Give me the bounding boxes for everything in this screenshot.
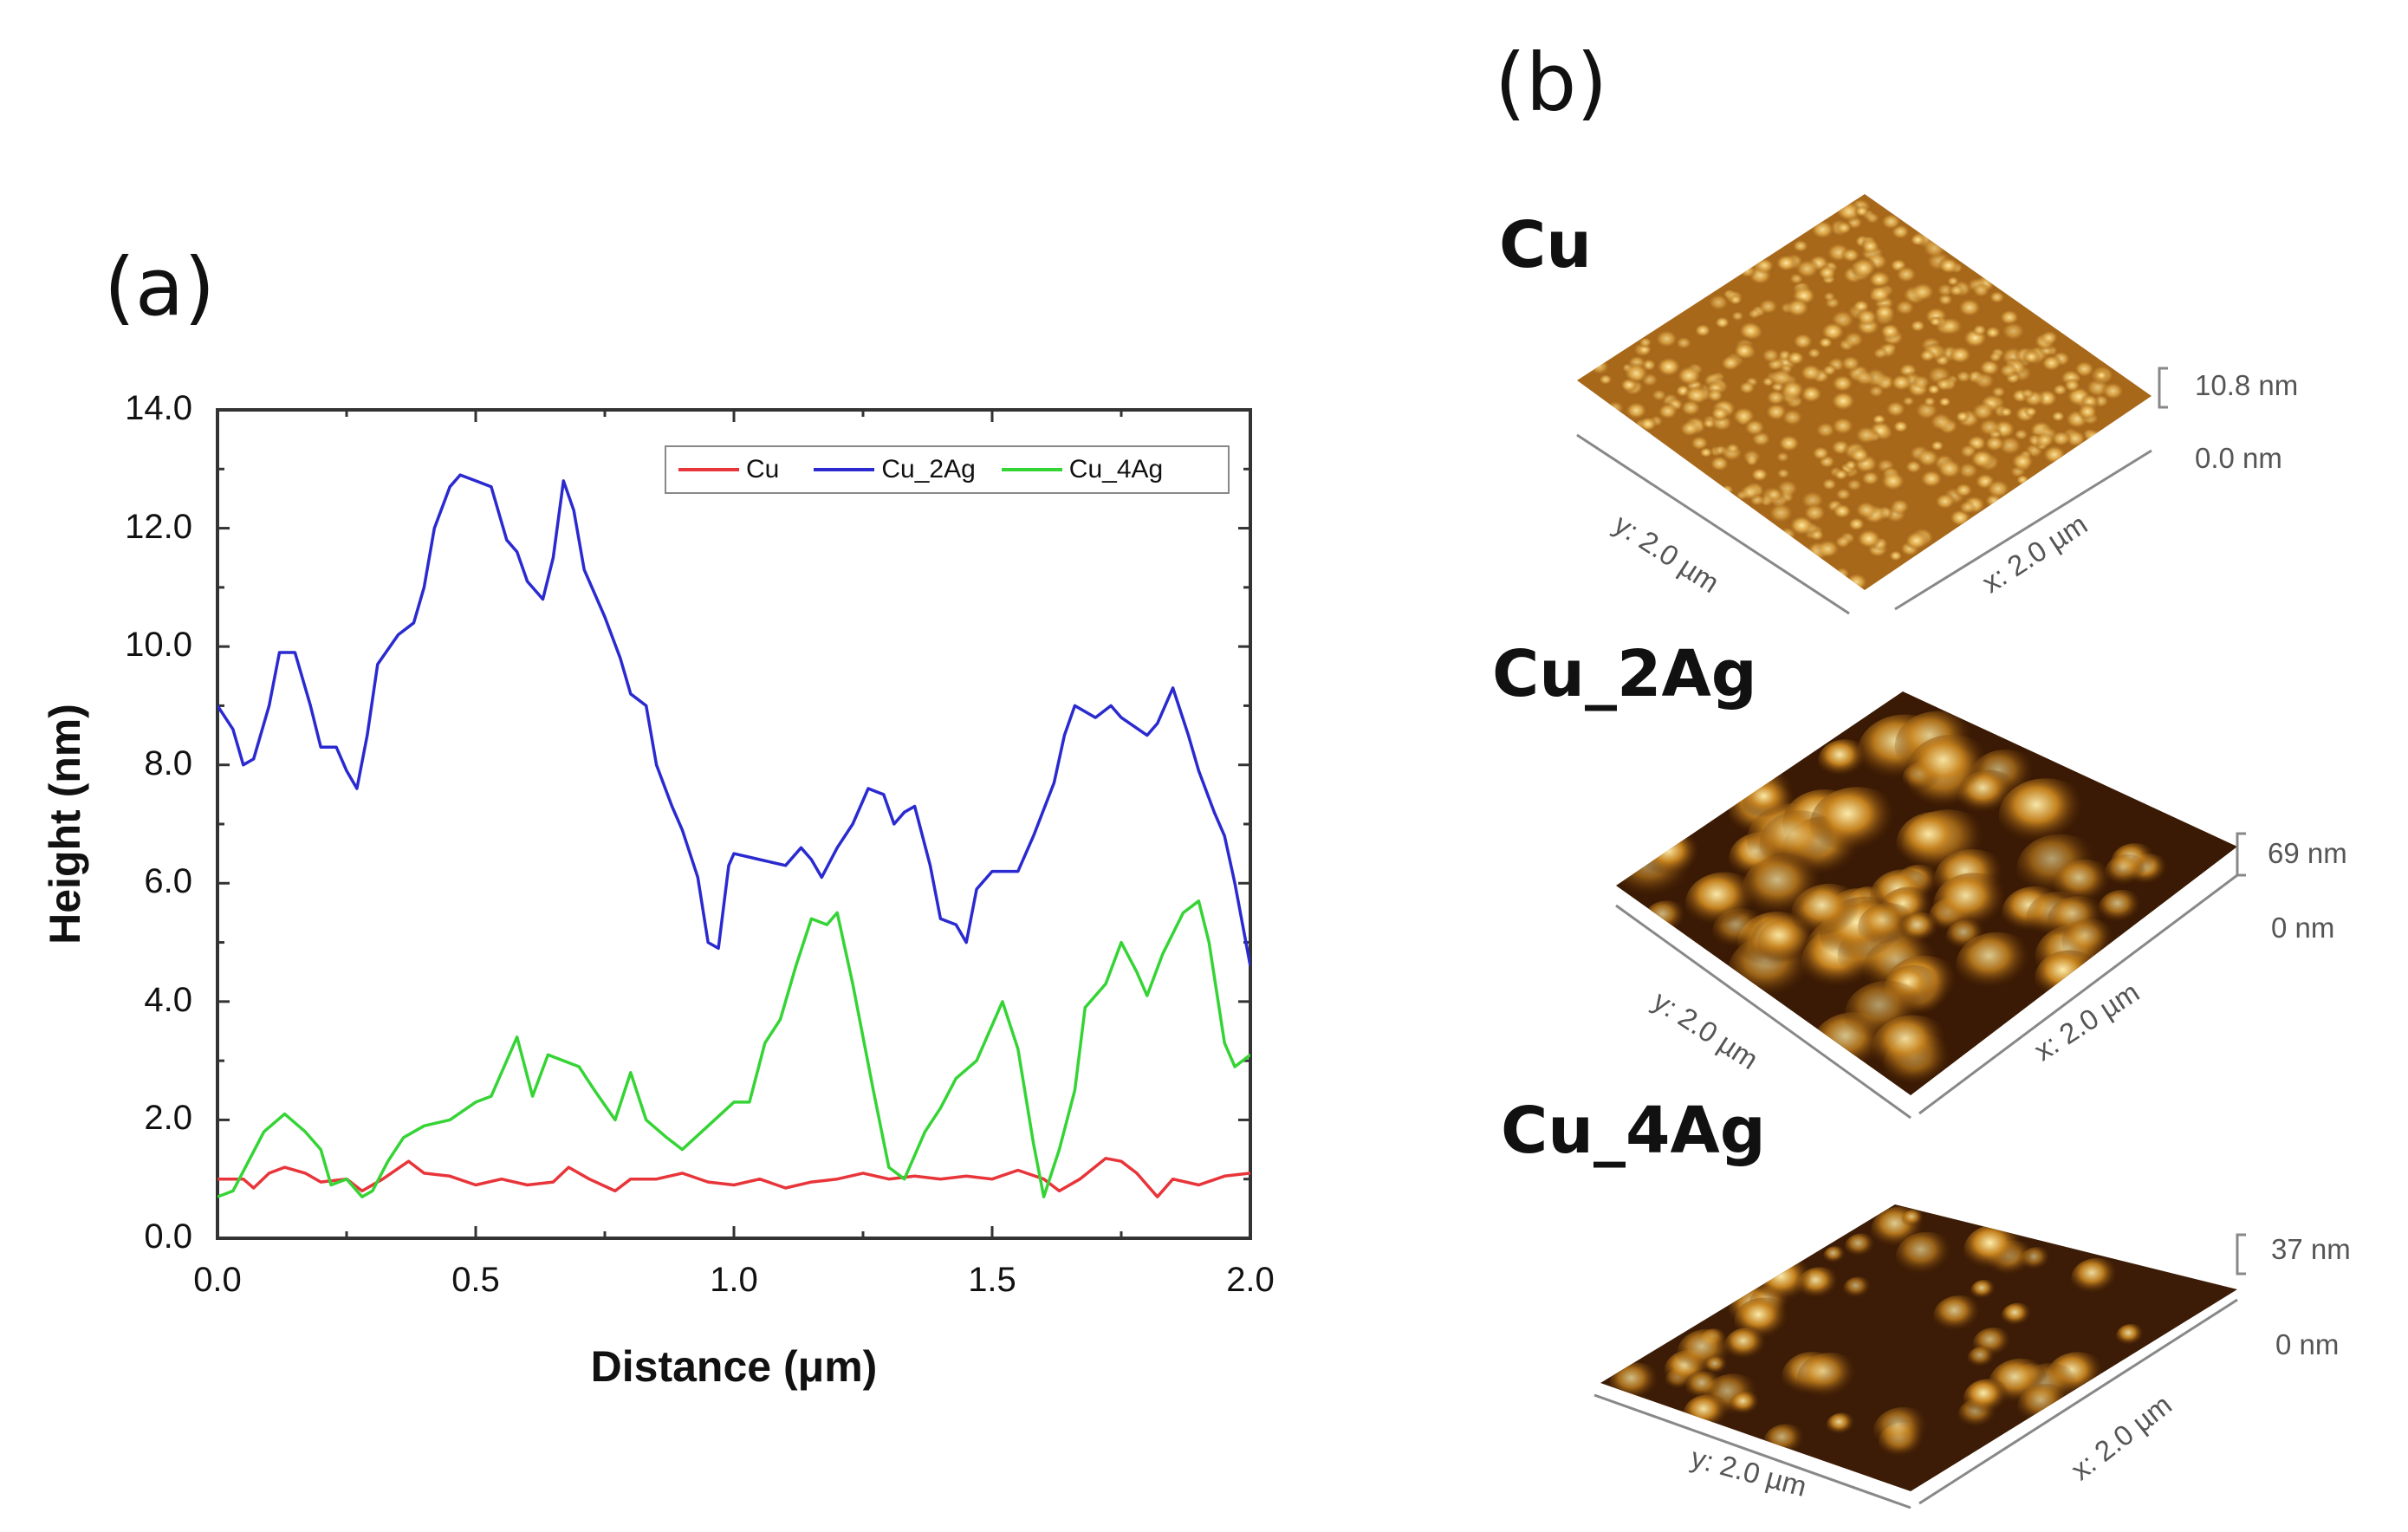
y-tick-label: 6.0 [144,862,192,901]
afm-3d-images [1576,194,2246,1509]
afm-zmin: 0 nm [2271,912,2335,944]
afm-surface-cu [1576,194,2168,615]
line-chart [216,408,1252,1240]
y-tick-label: 12.0 [125,507,192,546]
y-tick-label: 14.0 [125,389,192,427]
afm-z-scale-bar [2158,367,2168,409]
afm-zmax: 69 nm [2268,837,2347,869]
afm-surface-cu-4ag [1593,1204,2246,1509]
afm-x-axis [1918,873,2238,1115]
legend-item-cu: Cu [678,455,779,484]
afm-z-scale-bar [2236,1233,2246,1276]
x-tick-label: 2.0 [1226,1261,1275,1299]
y-axis-title: Height (nm) [41,704,89,945]
plot-frame [216,408,1252,1240]
legend-item-cu-2ag: Cu_2Ag [814,455,976,484]
legend-item-cu-4ag: Cu_4Ag [1001,455,1164,484]
series-line-cu-4ag [217,899,1250,1198]
y-tick-label: 2.0 [144,1099,192,1138]
afm-z-scale-bar [2236,832,2246,877]
legend-label: Cu_4Ag [1068,455,1164,484]
afm-y-axis [1576,433,1850,615]
legend-swatch [1001,468,1062,471]
afm-zmax: 37 nm [2271,1233,2351,1265]
y-tick-label: 10.0 [125,626,192,665]
legend: Cu Cu_2Ag Cu_4Ag [665,445,1230,494]
legend-label: Cu [746,455,780,484]
afm-y-axis [1615,904,1911,1120]
afm-x-axis [1894,449,2152,611]
x-tick-label: 0.5 [451,1261,500,1299]
legend-swatch [814,468,875,471]
afm-sample-label: Cu [1499,208,1592,282]
afm-zmax: 10.8 nm [2195,369,2299,401]
afm-zmin: 0 nm [2275,1328,2340,1360]
afm-zmin: 0.0 nm [2195,442,2282,474]
axis-ticks [216,408,1252,1240]
x-axis-title: Distance (μm) [590,1342,878,1391]
panel-b-label: (b) [1495,36,1608,129]
x-tick-label: 1.0 [710,1261,758,1299]
afm-surface-cu-2ag [1615,691,2246,1120]
series-line-cu [217,1157,1250,1198]
afm-x-axis [1918,1298,2238,1505]
series-line-cu-2ag [217,473,1250,967]
afm-sample-label: Cu_2Ag [1492,637,1757,711]
afm-y-axis [1593,1393,1911,1509]
series-lines [217,473,1250,1198]
legend-label: Cu_2Ag [881,455,976,484]
afm-sample-label: Cu_4Ag [1501,1094,1766,1168]
y-tick-label: 0.0 [144,1217,192,1256]
legend-swatch [678,468,739,471]
x-tick-label: 0.0 [193,1261,242,1299]
panel-a-label: (a) [104,241,216,334]
y-tick-label: 8.0 [144,743,192,782]
y-tick-label: 4.0 [144,980,192,1019]
x-tick-label: 1.5 [968,1261,1016,1299]
